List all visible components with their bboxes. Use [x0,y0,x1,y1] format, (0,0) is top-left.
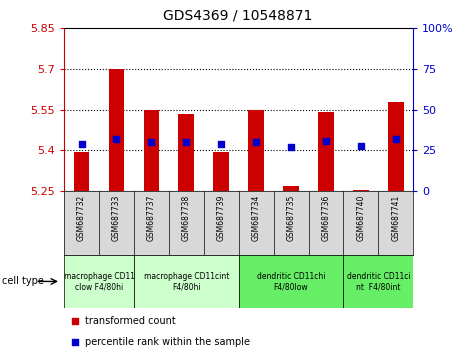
Text: dendritic CD11ci
nt  F4/80int: dendritic CD11ci nt F4/80int [347,272,410,291]
Text: GSM687738: GSM687738 [182,194,191,241]
Point [113,136,120,142]
Text: GSM687735: GSM687735 [286,194,295,241]
Point [322,138,330,143]
Text: macrophage CD11
clow F4/80hi: macrophage CD11 clow F4/80hi [64,272,134,291]
Text: percentile rank within the sample: percentile rank within the sample [85,337,250,348]
Text: dendritic CD11chi
F4/80low: dendritic CD11chi F4/80low [257,272,325,291]
Point [71,340,78,346]
Point [182,139,190,145]
Point [218,141,225,147]
Text: transformed count: transformed count [85,316,176,326]
Text: cell type: cell type [2,276,44,286]
Bar [353,190,369,191]
Bar [248,110,264,191]
Bar [343,255,413,308]
Bar [283,186,299,191]
Text: GSM687736: GSM687736 [322,194,331,241]
Text: GSM687734: GSM687734 [252,194,261,241]
Text: GSM687739: GSM687739 [217,194,226,241]
Point [287,144,295,150]
Point [148,139,155,145]
Bar [238,255,343,308]
Text: GSM687732: GSM687732 [77,194,86,241]
Bar [179,114,194,191]
Bar [74,152,89,191]
Bar [388,102,404,191]
Bar [109,69,124,191]
Text: GDS4369 / 10548871: GDS4369 / 10548871 [163,9,312,23]
Bar [143,110,159,191]
Point [78,141,86,147]
Bar [318,113,334,191]
Point [71,318,78,324]
Text: GSM687741: GSM687741 [391,194,400,241]
Point [252,139,260,145]
Bar [213,152,229,191]
Text: GSM687733: GSM687733 [112,194,121,241]
Text: macrophage CD11cint
F4/80hi: macrophage CD11cint F4/80hi [143,272,229,291]
Bar [134,255,238,308]
Point [392,136,399,142]
Point [357,143,365,148]
Bar [64,255,134,308]
Text: GSM687740: GSM687740 [356,194,365,241]
Text: GSM687737: GSM687737 [147,194,156,241]
